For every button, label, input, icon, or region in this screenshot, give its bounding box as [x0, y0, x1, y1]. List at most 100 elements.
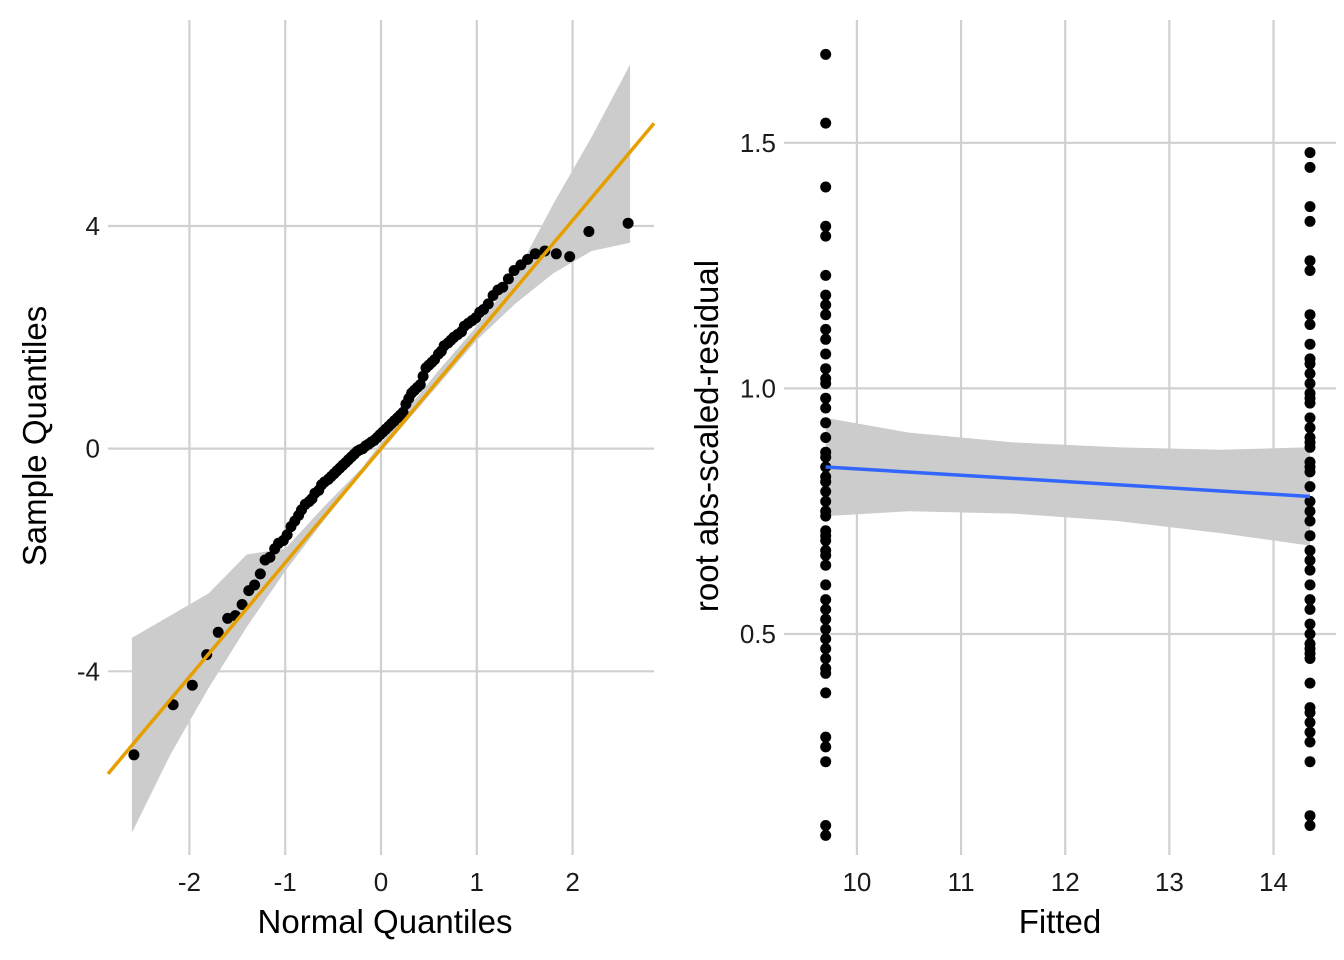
data-point [264, 551, 276, 563]
y-tick-label: 4 [86, 211, 100, 241]
data-point [583, 226, 595, 237]
data-point [820, 348, 832, 360]
sl-y-axis-title: root abs-scaled-residual [688, 260, 725, 612]
data-point [820, 549, 832, 561]
sl-gridlines [784, 20, 1336, 855]
data-point [1304, 215, 1316, 227]
data-point [1304, 412, 1316, 424]
data-point [820, 653, 832, 664]
data-point [417, 370, 429, 382]
data-point [820, 432, 832, 443]
data-point [1304, 726, 1316, 738]
data-point [1304, 653, 1316, 664]
y-tick-label: 0.5 [740, 619, 776, 649]
data-point [820, 633, 832, 645]
data-point [820, 603, 832, 615]
data-point [820, 392, 832, 404]
data-point [1304, 358, 1316, 370]
data-point [820, 829, 832, 841]
data-point [1304, 756, 1316, 768]
sl-y-tick-labels: 0.5 1.0 1.5 [740, 128, 776, 649]
data-point [497, 281, 509, 293]
data-point [820, 417, 832, 429]
y-tick-label: -4 [77, 656, 100, 686]
data-point [1304, 319, 1316, 330]
data-point [820, 623, 832, 635]
x-tick-label: 10 [842, 867, 871, 897]
data-point [1304, 643, 1316, 655]
data-point [820, 117, 832, 129]
data-point [1304, 481, 1316, 493]
x-tick-label: 2 [565, 867, 579, 897]
data-point [622, 217, 634, 229]
data-point [820, 530, 832, 542]
data-point [820, 741, 832, 753]
data-point [1304, 309, 1316, 321]
data-point [1304, 820, 1316, 831]
data-point [186, 679, 198, 691]
data-point [820, 667, 832, 679]
data-point [820, 230, 832, 242]
data-point [1304, 594, 1316, 606]
data-point [820, 476, 832, 488]
data-point [1304, 161, 1316, 173]
data-point [1304, 255, 1316, 267]
data-point [1304, 810, 1316, 822]
data-point [820, 451, 832, 463]
data-point [1304, 564, 1316, 576]
data-point [820, 731, 832, 743]
data-point [820, 486, 832, 497]
data-point [1304, 515, 1316, 527]
data-point [529, 248, 541, 260]
data-point [1304, 554, 1316, 566]
data-point [1304, 338, 1316, 350]
x-tick-label: 1 [470, 867, 484, 897]
x-tick-label: 14 [1259, 867, 1288, 897]
data-point [1304, 603, 1316, 615]
data-point [128, 749, 140, 761]
data-point [1304, 530, 1316, 542]
sl-points [820, 48, 1316, 841]
data-point [1304, 505, 1316, 517]
data-point [820, 643, 832, 655]
x-tick-label: 11 [948, 867, 975, 897]
data-point [820, 559, 832, 571]
data-point [820, 579, 832, 591]
data-point [1304, 677, 1316, 689]
data-point [1304, 147, 1316, 159]
data-point [820, 402, 832, 414]
data-point [820, 269, 832, 281]
x-tick-label: -1 [274, 867, 297, 897]
data-point [1304, 707, 1316, 719]
sl-x-tick-labels: 10 11 12 13 14 [842, 867, 1288, 897]
data-point [281, 529, 293, 541]
data-point [820, 495, 832, 507]
data-point [414, 379, 426, 391]
data-point [249, 579, 261, 591]
x-tick-label: 13 [1155, 867, 1184, 897]
data-point [1304, 736, 1316, 748]
data-point [1304, 628, 1316, 640]
data-point [236, 599, 248, 610]
data-point [1304, 618, 1316, 630]
scale-location-panel: 10 11 12 13 14 0.5 1.0 1.5 Fitted root abs-sca… [688, 20, 1336, 940]
data-point [397, 406, 409, 418]
data-point [820, 756, 832, 768]
data-point [522, 253, 534, 265]
qq-x-axis-title: Normal Quantiles [258, 903, 513, 940]
data-point [1304, 545, 1316, 556]
data-point [1304, 495, 1316, 507]
data-point [1304, 392, 1316, 404]
data-point [254, 568, 266, 580]
x-tick-label: 12 [1051, 867, 1080, 897]
data-point [820, 181, 832, 193]
x-tick-label: 0 [374, 867, 388, 897]
x-tick-label: -2 [178, 867, 201, 897]
data-point [550, 248, 562, 260]
data-point [820, 220, 832, 232]
data-point [820, 289, 832, 301]
data-point [820, 510, 832, 522]
data-point [1304, 422, 1316, 434]
qq-points [128, 217, 634, 761]
data-point [1304, 265, 1316, 276]
